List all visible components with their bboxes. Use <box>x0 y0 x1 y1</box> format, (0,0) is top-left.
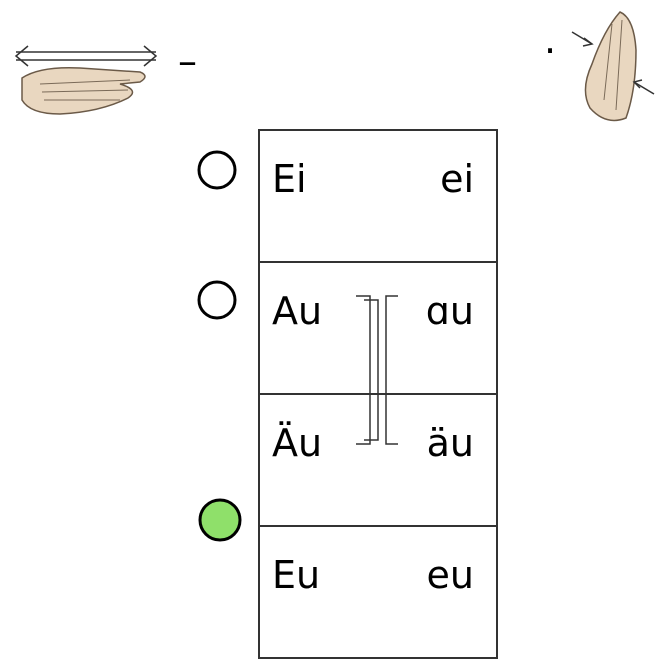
cell-lowercase: ei <box>440 157 474 201</box>
radio-circle[interactable] <box>197 280 237 320</box>
cell-lowercase: eu <box>427 553 474 597</box>
cell-capital: Äu <box>272 421 322 465</box>
bracket-link <box>356 295 398 445</box>
hands-press-icon <box>571 11 655 122</box>
cell-capital: Eu <box>272 553 320 597</box>
table-cells: Ei ei Au ɑu Äu äu Eu eu <box>272 157 474 597</box>
right-mark: · <box>544 29 556 73</box>
cell-lowercase: ɑu <box>426 289 474 333</box>
left-mark: – <box>178 39 197 83</box>
cell-capital: Au <box>272 289 322 333</box>
table-frame <box>258 129 498 659</box>
radio-circle-selected[interactable] <box>198 498 242 542</box>
radio-circle[interactable] <box>197 150 237 190</box>
hand-slide-icon <box>14 45 158 115</box>
cell-lowercase: äu <box>427 421 474 465</box>
cell-capital: Ei <box>272 157 307 201</box>
